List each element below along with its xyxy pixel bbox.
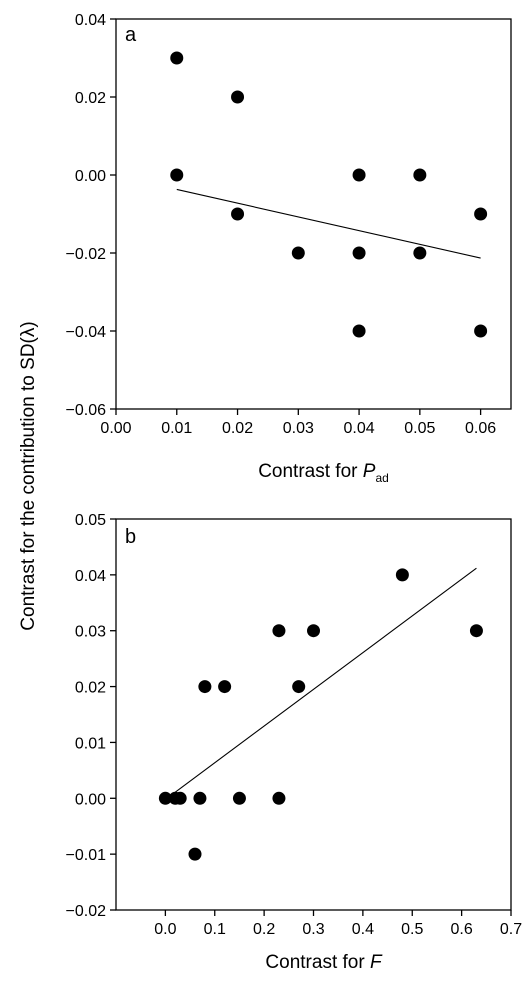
data-point bbox=[272, 624, 286, 638]
shared-y-axis-title: Contrast for the contribution to SD(λ) bbox=[18, 321, 39, 630]
data-point bbox=[352, 246, 366, 260]
data-point bbox=[232, 791, 246, 805]
data-point bbox=[231, 90, 245, 104]
x-axis-title: Contrast for Pad bbox=[258, 461, 389, 485]
data-point bbox=[158, 791, 172, 805]
y-tick-label: −0.02 bbox=[66, 246, 107, 263]
y-tick-label: 0.02 bbox=[75, 90, 106, 107]
plot-frame bbox=[115, 18, 512, 410]
y-tick-label: −0.02 bbox=[66, 903, 107, 920]
regression-line bbox=[176, 188, 481, 259]
y-tick-label: 0.04 bbox=[75, 568, 106, 585]
data-point bbox=[292, 680, 306, 694]
x-tick-label: 0.2 bbox=[253, 921, 275, 938]
x-tick-label: 0.02 bbox=[222, 420, 253, 437]
data-point bbox=[474, 324, 488, 338]
data-point bbox=[395, 568, 409, 582]
y-tick-label: 0.01 bbox=[75, 735, 106, 752]
x-tick-label: 0.01 bbox=[161, 420, 192, 437]
data-point bbox=[474, 207, 488, 221]
data-point bbox=[413, 246, 427, 260]
panel-label: a bbox=[125, 24, 137, 46]
data-point bbox=[170, 51, 184, 65]
plot-frame bbox=[115, 518, 512, 911]
y-tick-label: −0.06 bbox=[66, 402, 107, 419]
panel-a: 0.00 0.01 0.02 0.03 0.04 0.05 0.06 −0.06 −0.04 −0… bbox=[66, 12, 512, 485]
y-tick-label: 0.02 bbox=[75, 680, 106, 697]
data-point bbox=[307, 624, 320, 638]
x-tick-label: 0.0 bbox=[154, 921, 176, 938]
x-tick-label: 0.03 bbox=[283, 420, 314, 437]
data-point bbox=[188, 847, 202, 861]
y-tick-label: 0.04 bbox=[75, 12, 106, 29]
data-point bbox=[193, 791, 207, 805]
x-tick-label: 0.00 bbox=[100, 420, 131, 437]
x-tick-label: 0.3 bbox=[302, 921, 324, 938]
panel-label: b bbox=[125, 526, 136, 548]
x-tick-label: 0.06 bbox=[465, 420, 496, 437]
x-axis-title: Contrast for F bbox=[265, 952, 383, 973]
data-point bbox=[272, 791, 286, 805]
y-tick-label: 0.05 bbox=[75, 512, 106, 529]
x-tick-label: 0.05 bbox=[404, 420, 435, 437]
data-point bbox=[352, 168, 366, 182]
y-tick-label: 0.03 bbox=[75, 624, 106, 641]
data-point bbox=[170, 168, 184, 182]
data-point bbox=[231, 207, 245, 221]
x-tick-label: 0.4 bbox=[352, 921, 374, 938]
regression-line bbox=[174, 567, 477, 793]
data-point bbox=[291, 246, 305, 260]
data-point bbox=[218, 680, 232, 694]
x-tick-label: 0.5 bbox=[401, 921, 423, 938]
x-tick-label: 0.7 bbox=[500, 921, 522, 938]
data-point bbox=[352, 324, 366, 338]
data-point bbox=[413, 168, 427, 182]
y-tick-label: −0.01 bbox=[66, 847, 107, 864]
y-tick-label: 0.00 bbox=[75, 168, 106, 185]
data-point bbox=[469, 624, 483, 638]
x-tick-label: 0.04 bbox=[344, 420, 375, 437]
y-tick-label: −0.04 bbox=[66, 324, 107, 341]
panel-b: 0.0 0.1 0.2 0.3 0.4 0.5 0.6 0.7 −0.02 −0.01 0.00 0.… bbox=[66, 512, 523, 973]
data-point bbox=[173, 791, 187, 805]
data-point bbox=[198, 680, 212, 694]
x-tick-label: 0.6 bbox=[451, 921, 473, 938]
y-tick-label: 0.00 bbox=[75, 791, 106, 808]
x-tick-label: 0.1 bbox=[204, 921, 226, 938]
